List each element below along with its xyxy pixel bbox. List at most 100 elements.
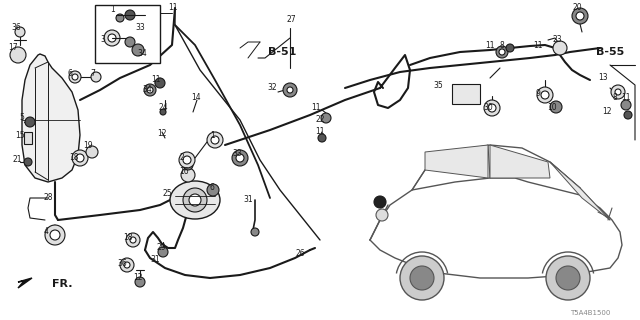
Circle shape [624,111,632,119]
Text: 32: 32 [267,83,277,92]
Circle shape [25,117,35,127]
Circle shape [125,37,135,47]
Text: 11: 11 [168,3,178,12]
Circle shape [506,44,514,52]
Circle shape [116,14,124,22]
Text: 15: 15 [15,132,25,140]
Text: 18: 18 [124,234,132,243]
Text: 26: 26 [295,249,305,258]
Circle shape [236,154,244,162]
Circle shape [158,247,168,257]
Circle shape [550,101,562,113]
Circle shape [91,72,101,82]
Ellipse shape [170,181,220,219]
Circle shape [76,154,84,162]
Circle shape [541,91,549,99]
Text: 33: 33 [135,22,145,31]
Text: 11: 11 [316,127,324,137]
Circle shape [189,194,201,206]
Polygon shape [490,145,550,178]
Polygon shape [550,162,610,220]
Text: 36: 36 [117,259,127,268]
Circle shape [120,258,134,272]
Circle shape [556,266,580,290]
Text: 34: 34 [142,85,152,94]
Circle shape [621,100,631,110]
Circle shape [576,12,584,20]
Circle shape [15,27,25,37]
Text: 6: 6 [68,68,72,77]
Text: 24: 24 [158,103,168,113]
Circle shape [147,87,153,93]
Text: 5: 5 [20,114,24,123]
Polygon shape [18,278,32,288]
Circle shape [86,146,98,158]
Circle shape [183,160,193,170]
Text: 19: 19 [83,141,93,150]
Text: B-51: B-51 [268,47,296,57]
Circle shape [183,188,207,212]
Circle shape [139,24,151,36]
Text: 30: 30 [483,102,493,111]
Circle shape [207,132,223,148]
Circle shape [283,83,297,97]
Circle shape [108,34,116,42]
Text: 11: 11 [533,41,543,50]
Text: 14: 14 [191,92,201,101]
Text: FR.: FR. [52,279,72,289]
Text: 4: 4 [44,228,49,236]
Text: 17: 17 [8,44,18,52]
Text: 10: 10 [547,102,557,111]
Circle shape [400,256,444,300]
Polygon shape [22,54,80,182]
Circle shape [181,168,195,182]
Circle shape [45,225,65,245]
Text: 35: 35 [433,82,443,91]
Circle shape [287,87,293,93]
Text: 7: 7 [91,68,95,77]
Text: 27: 27 [286,15,296,25]
Circle shape [537,87,553,103]
Circle shape [615,89,621,95]
Text: 31: 31 [150,255,160,265]
Text: 23: 23 [552,36,562,44]
Text: 22: 22 [316,116,324,124]
Text: 28: 28 [44,193,52,202]
Text: 11: 11 [485,41,495,50]
Circle shape [496,46,508,58]
Bar [452,84,480,104]
Text: 8: 8 [612,92,618,101]
Text: 12: 12 [157,130,167,139]
Text: T5A4B1500: T5A4B1500 [570,310,610,316]
Circle shape [72,74,78,80]
Text: 34: 34 [137,49,147,58]
Circle shape [211,136,219,144]
Text: 18: 18 [69,153,79,162]
Circle shape [484,100,500,116]
Text: 21: 21 [12,156,22,164]
Text: 16: 16 [179,167,189,177]
Circle shape [136,48,150,62]
Text: 3: 3 [100,36,106,44]
Circle shape [126,233,140,247]
Circle shape [488,104,496,112]
Text: 13: 13 [598,73,608,82]
Text: 36: 36 [11,23,21,33]
Text: 6: 6 [209,183,214,193]
Circle shape [50,230,60,240]
Circle shape [135,277,145,287]
Circle shape [10,47,26,63]
Circle shape [104,30,120,46]
Text: 33: 33 [232,148,242,157]
Circle shape [124,262,130,268]
Circle shape [183,156,191,164]
Text: 12: 12 [602,108,612,116]
Text: 9: 9 [536,90,540,99]
Text: 20: 20 [572,3,582,12]
Circle shape [155,78,165,88]
Circle shape [130,237,136,243]
Circle shape [611,85,625,99]
Text: 12: 12 [133,274,143,283]
Text: 1: 1 [211,132,216,140]
Circle shape [24,158,32,166]
